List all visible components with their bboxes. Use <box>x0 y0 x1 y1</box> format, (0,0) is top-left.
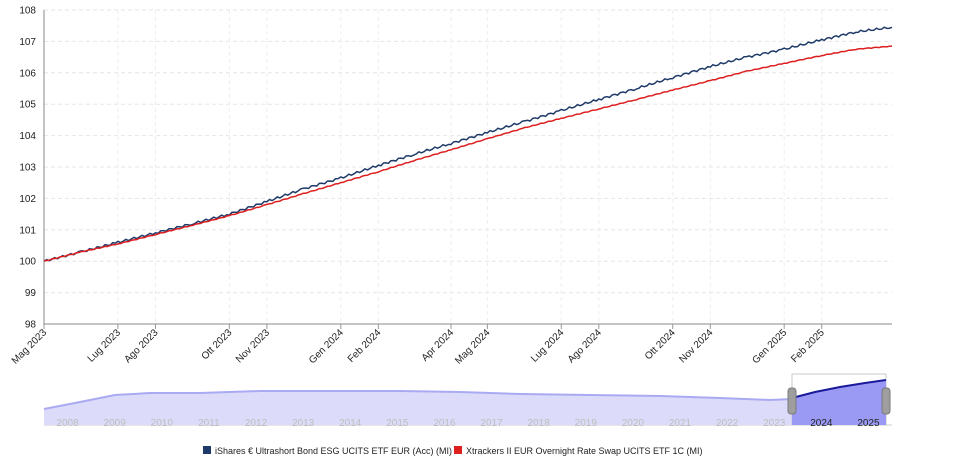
y-tick-label: 106 <box>19 68 36 79</box>
series-line-xtrackers <box>43 45 893 262</box>
navigator-line-selected <box>791 379 887 399</box>
navigator-area-history <box>44 391 792 425</box>
x-tick-label: Feb 2024 <box>346 327 384 365</box>
y-tick-label: 108 <box>19 6 36 17</box>
legend-label-ishares: iShares € Ultrashort Bond ESG UCITS ETF … <box>215 446 452 456</box>
navigator-year-label: 2020 <box>622 418 645 429</box>
navigator-year-label: 2015 <box>386 418 409 429</box>
series-line-ishares <box>43 26 893 262</box>
navigator-year-label: 2012 <box>245 418 268 429</box>
navigator-year-label: 2023 <box>763 418 786 429</box>
navigator-year-label: 2021 <box>669 418 692 429</box>
x-tick-label: Mag 2024 <box>453 327 493 367</box>
y-tick-label: 100 <box>19 257 36 268</box>
y-tick-label: 107 <box>19 37 36 48</box>
legend: iShares € Ultrashort Bond ESG UCITS ETF … <box>203 446 703 456</box>
navigator-year-label: 2014 <box>339 418 362 429</box>
series-lines <box>43 26 893 262</box>
navigator-year-label: 2009 <box>104 418 127 429</box>
navigator-year-label: 2019 <box>575 418 598 429</box>
y-tick-label: 105 <box>19 100 36 111</box>
navigator[interactable]: 2008 2009 2010 2011 2012 2013 2014 2015 2016 2017… <box>43 373 892 429</box>
x-tick-label: Ott 2023 <box>200 327 235 362</box>
legend-swatch-ishares <box>203 446 211 454</box>
grid-lines <box>43 9 892 324</box>
x-tick-label: Ott 2024 <box>643 327 678 362</box>
y-tick-label: 103 <box>19 163 36 174</box>
x-tick-label: Mag 2023 <box>10 327 50 367</box>
legend-swatch-xtrackers <box>454 446 462 454</box>
navigator-year-label: 2025 <box>857 418 880 429</box>
navigator-year-label: 2022 <box>716 418 739 429</box>
legend-label-xtrackers: Xtrackers II EUR Overnight Rate Swap UCI… <box>466 446 703 456</box>
navigator-year-label: 2010 <box>151 418 174 429</box>
x-tick-label: Lug 2024 <box>529 327 567 365</box>
x-tick-label: Ago 2024 <box>566 327 604 365</box>
y-tick-label: 99 <box>25 288 37 299</box>
y-tick-label: 102 <box>19 194 36 205</box>
x-tick-label: Nov 2024 <box>677 327 715 365</box>
navigator-year-label: 2018 <box>528 418 551 429</box>
y-tick-label: 104 <box>19 131 36 142</box>
navigator-year-label: 2017 <box>480 418 503 429</box>
y-tick-label: 98 <box>25 320 37 331</box>
x-tick-label: Ago 2023 <box>123 327 161 365</box>
navigator-year-label: 2024 <box>810 418 833 429</box>
navigator-line-history <box>43 390 793 410</box>
x-tick-label: Nov 2023 <box>234 327 272 365</box>
x-tick-label: Gen 2025 <box>750 327 789 366</box>
x-tick-label: Gen 2024 <box>307 327 346 366</box>
navigator-handle-left[interactable] <box>787 387 797 415</box>
y-tick-label: 101 <box>19 225 36 236</box>
x-tick-label: Apr 2024 <box>420 327 457 364</box>
navigator-handle-right[interactable] <box>881 387 891 415</box>
navigator-year-label: 2011 <box>198 418 220 429</box>
navigator-year-label: 2013 <box>292 418 315 429</box>
x-tick-label: Feb 2025 <box>789 327 827 365</box>
navigator-year-label: 2008 <box>56 418 79 429</box>
navigator-year-label: 2016 <box>433 418 456 429</box>
navigator-area-selected <box>792 380 886 425</box>
x-tick-label: Lug 2023 <box>86 327 124 365</box>
